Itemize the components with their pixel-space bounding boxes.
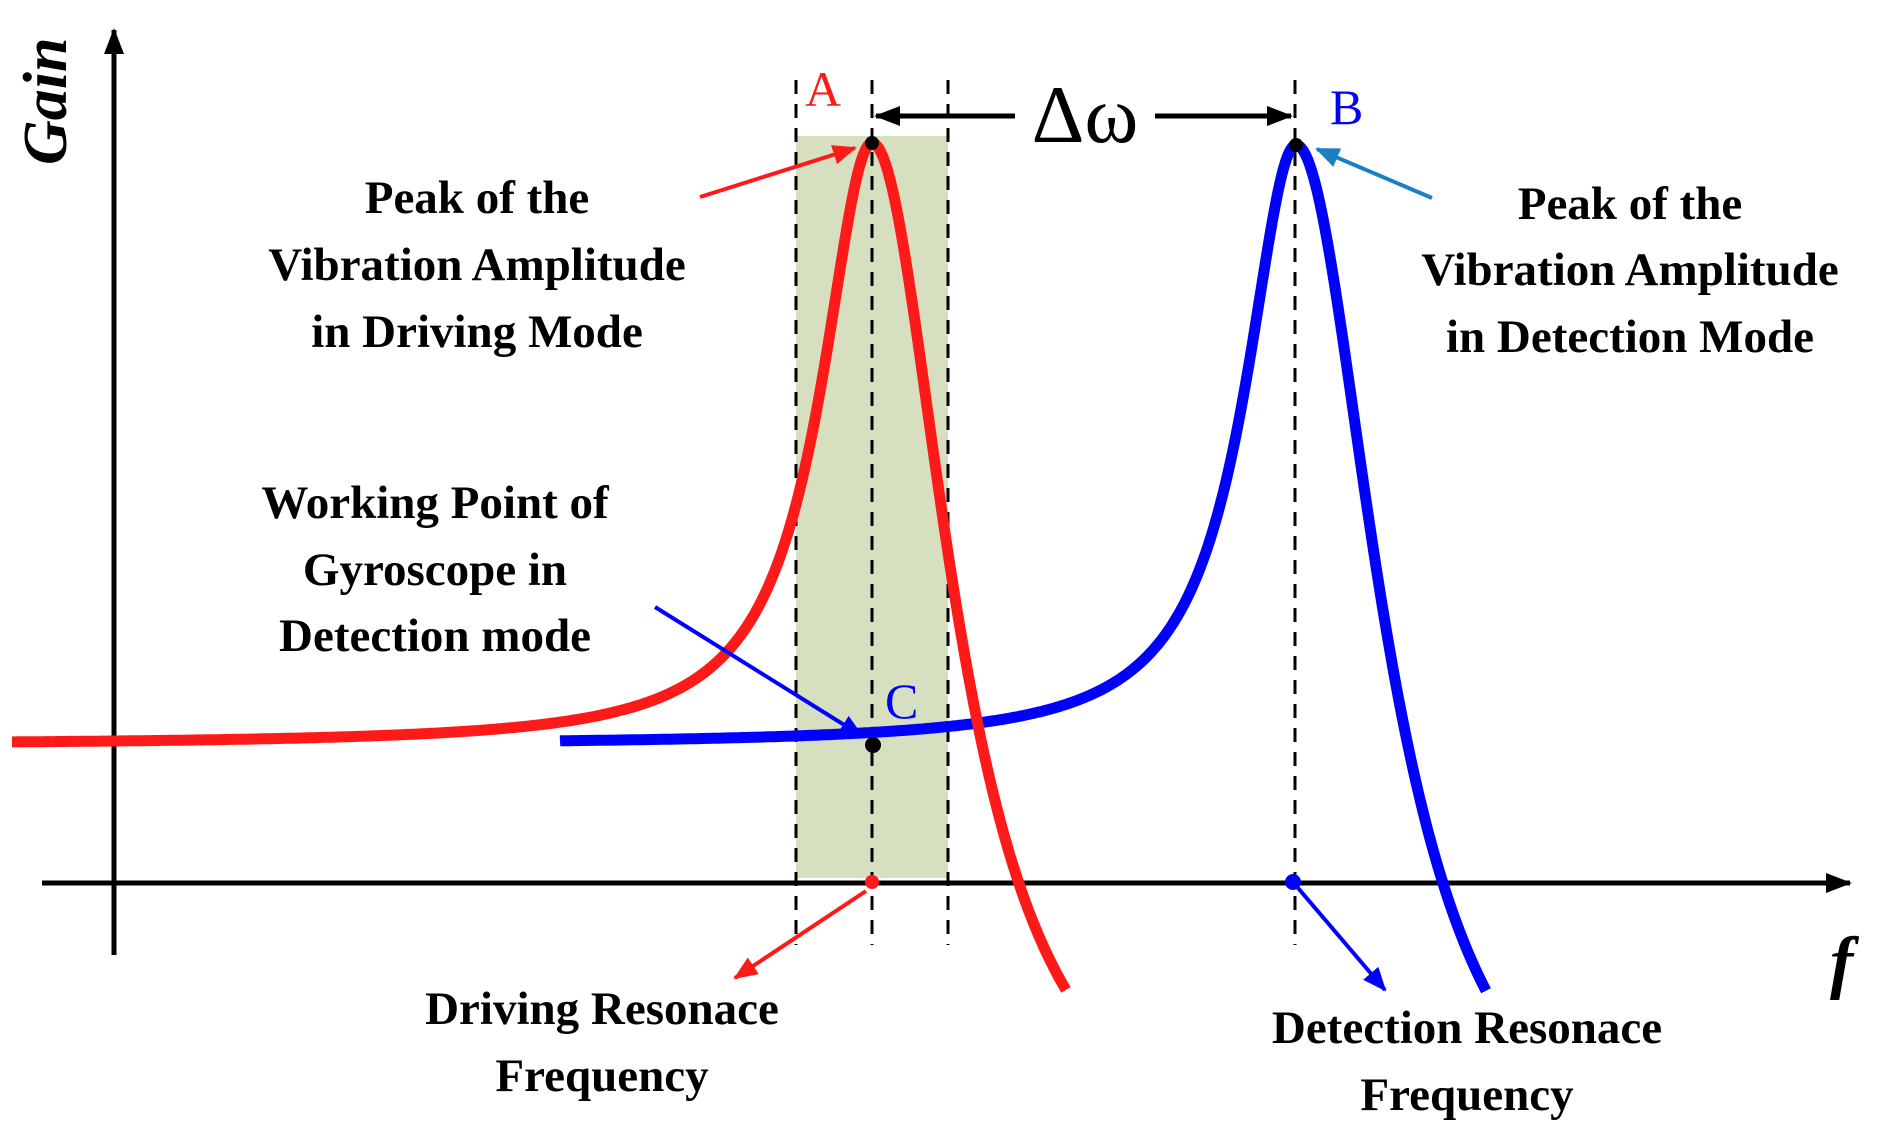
- note-line: in Driving Mode: [311, 306, 643, 358]
- x-axis-label: f: [1830, 924, 1860, 1001]
- point-a: [865, 136, 879, 150]
- note-line: Peak of the: [1518, 178, 1743, 230]
- detection-freq-marker: [1285, 874, 1301, 890]
- note-line: Frequency: [1360, 1069, 1574, 1121]
- point-b-label: B: [1330, 79, 1363, 135]
- driving-peak-pointer: [699, 145, 857, 199]
- note-line: in Detection Mode: [1446, 311, 1814, 363]
- driving-peak-note: Peak of the Vibration Amplitude in Drivi…: [268, 172, 685, 358]
- note-line: Driving Resonace: [425, 983, 779, 1035]
- note-line: Gyroscope in: [303, 544, 567, 596]
- point-c-label: C: [885, 673, 918, 729]
- detection-peak-pointer: [1315, 147, 1433, 200]
- note-line: Working Point of: [261, 477, 610, 529]
- working-point-note: Working Point of Gyroscope in Detection …: [261, 477, 610, 662]
- y-axis-label: Gain: [12, 38, 80, 165]
- working-point-pointer: [653, 605, 864, 738]
- detection-mode-curve: [556, 139, 1491, 994]
- note-line: Vibration Amplitude: [268, 239, 685, 291]
- point-b: [1289, 138, 1303, 152]
- detection-freq-note: Detection Resonace Frequency: [1272, 1002, 1662, 1121]
- delta-omega-label: Δω: [1032, 69, 1139, 160]
- point-c: [865, 737, 881, 753]
- driving-mode-curve: [8, 137, 1071, 993]
- detection-peak-note: Peak of the Vibration Amplitude in Detec…: [1421, 178, 1838, 363]
- driving-freq-note: Driving Resonace Frequency: [425, 983, 779, 1102]
- driving-freq-marker: [865, 875, 879, 889]
- driving-freq-pointer: [733, 889, 868, 980]
- detection-freq-pointer: [1296, 886, 1387, 992]
- note-line: Vibration Amplitude: [1421, 244, 1838, 296]
- note-line: Detection Resonace: [1272, 1002, 1662, 1054]
- note-line: Detection mode: [279, 610, 591, 662]
- working-band: [796, 136, 948, 878]
- note-line: Frequency: [495, 1050, 709, 1102]
- point-a-label: A: [805, 61, 841, 117]
- note-line: Peak of the: [365, 172, 590, 224]
